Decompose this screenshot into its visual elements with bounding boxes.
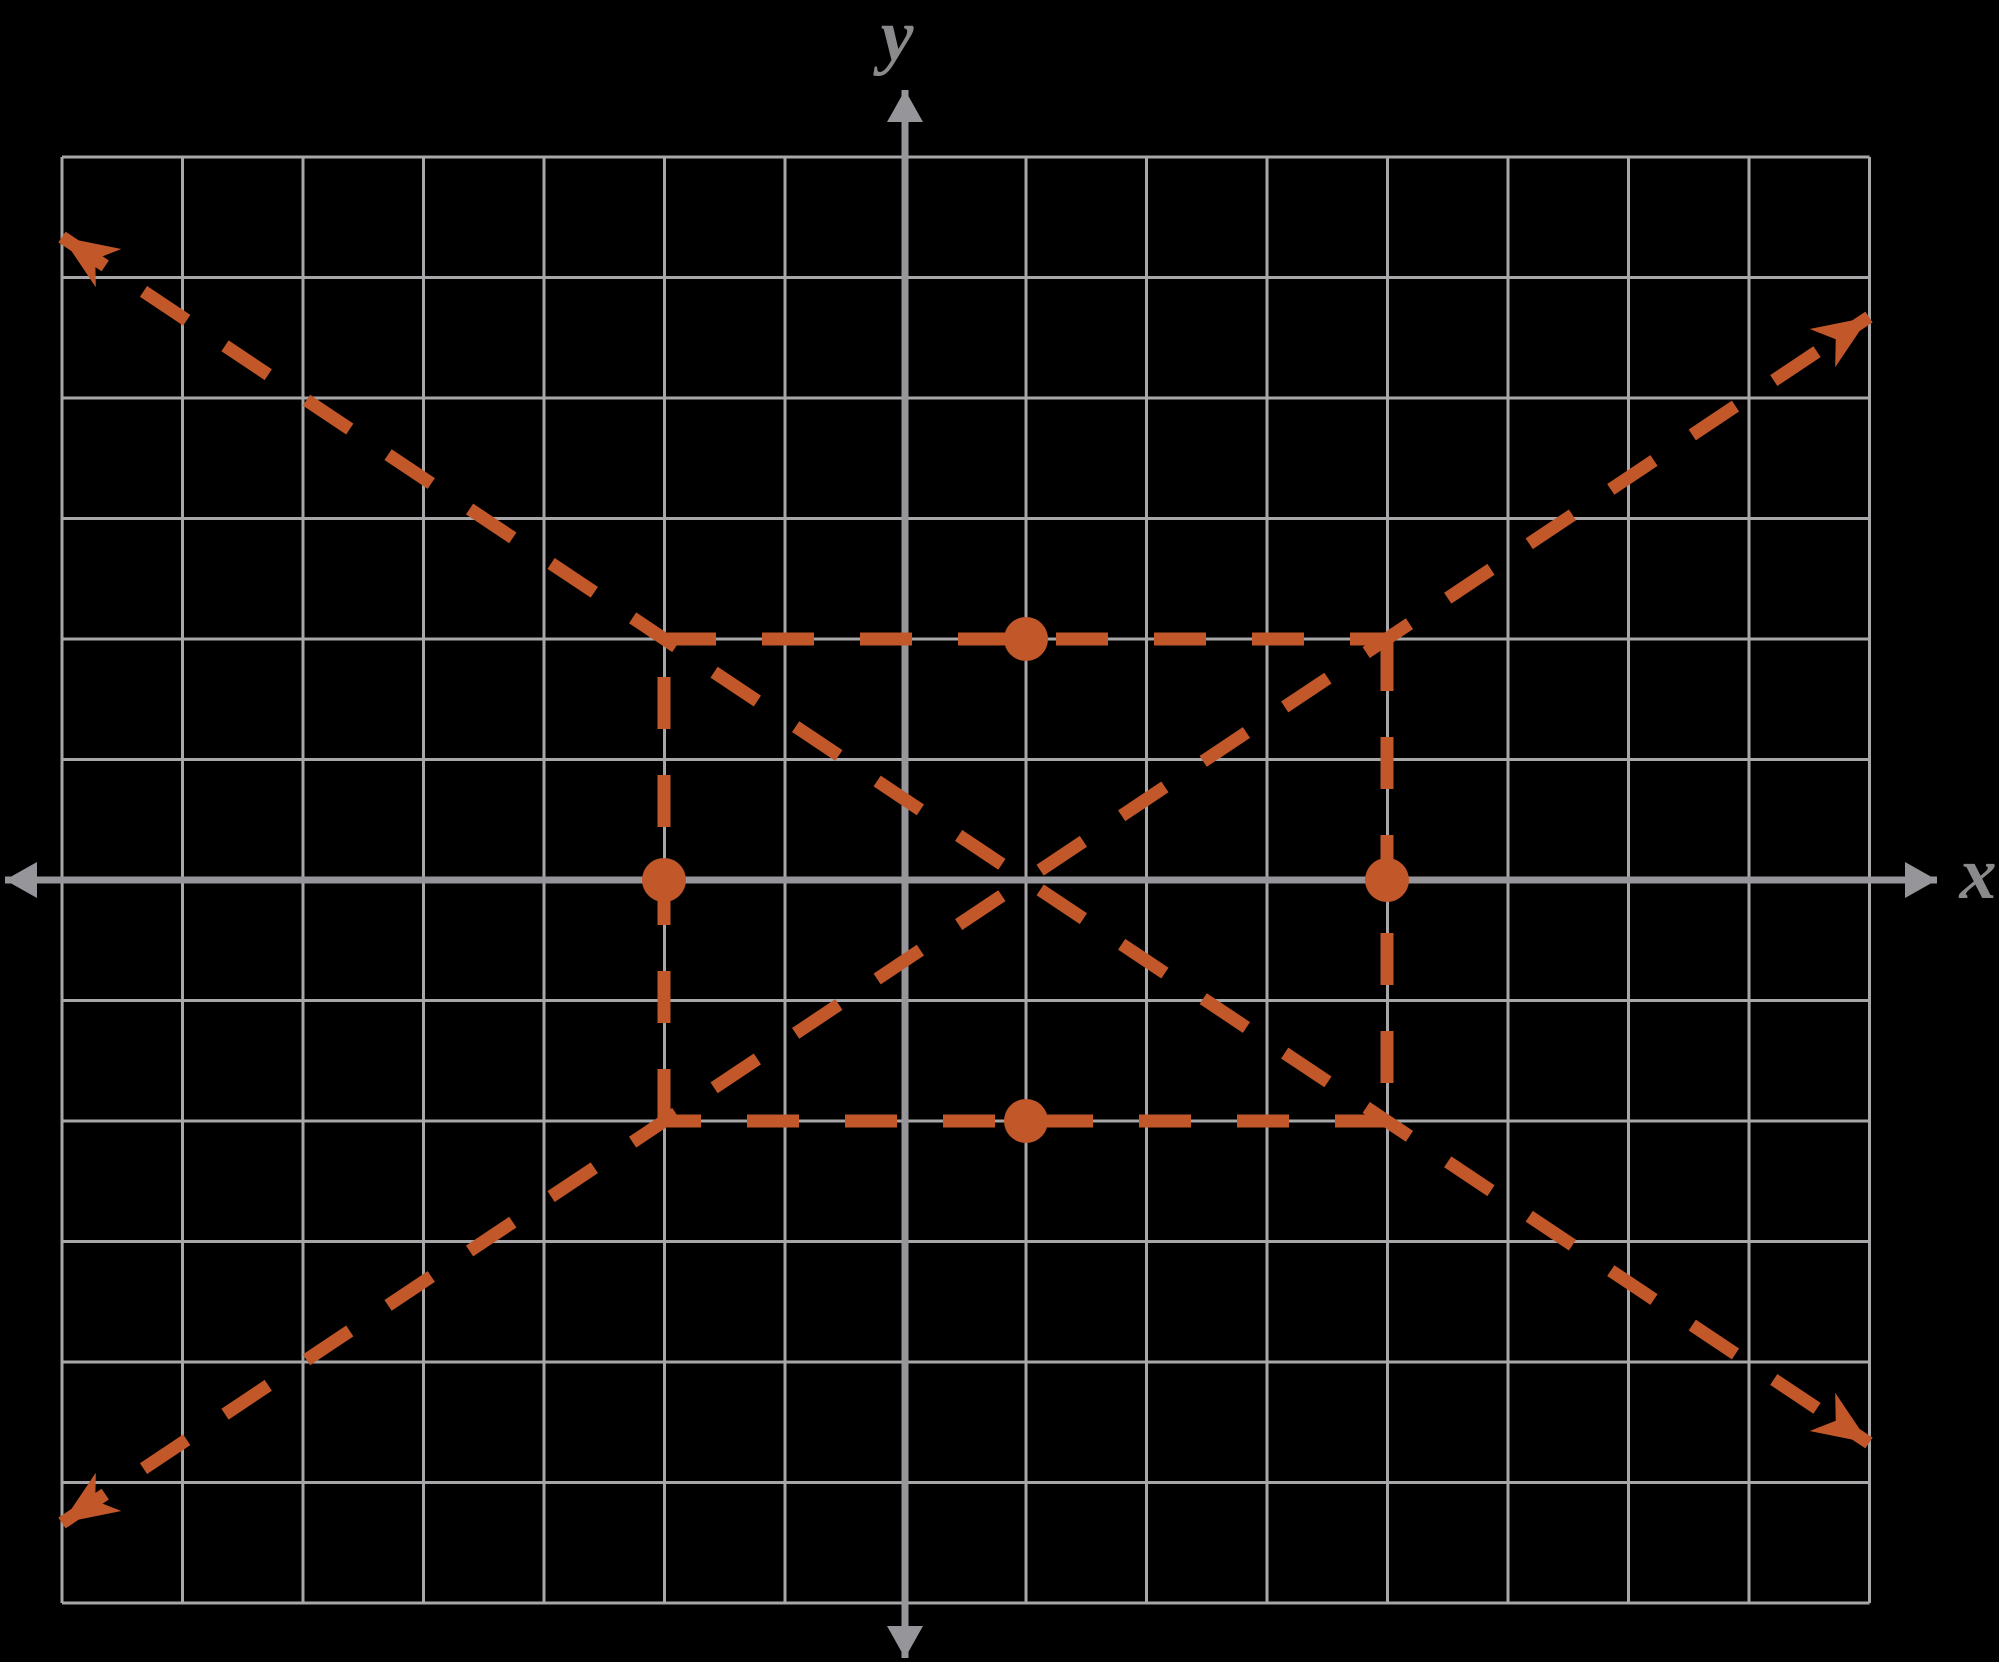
midpoint-dot	[1004, 1099, 1048, 1143]
x-axis-label: x	[1959, 833, 1997, 915]
x-axis-arrowhead-left	[5, 862, 37, 898]
x-axis-arrowhead-right	[1905, 862, 1937, 898]
diagonal-1-arrowhead-start	[62, 237, 122, 288]
midpoint-dot	[1004, 617, 1048, 661]
dashed-rectangle-figure	[58, 231, 1873, 1529]
y-axis-label: y	[873, 0, 915, 77]
diagonal-2-arrowhead-start	[62, 1472, 122, 1523]
midpoint-dot	[1365, 858, 1409, 902]
diagonal-line-2	[58, 311, 1873, 1529]
diagonal-line-1	[58, 231, 1873, 1449]
midpoint-dot	[642, 858, 686, 902]
diagonal-1-arrowhead-end	[1809, 1392, 1869, 1443]
y-axis-arrowhead-top	[887, 90, 923, 122]
axis-arrowheads	[5, 90, 1937, 1658]
diagonal-2-arrowhead-end	[1809, 317, 1869, 368]
y-axis-arrowhead-bottom	[887, 1626, 923, 1658]
